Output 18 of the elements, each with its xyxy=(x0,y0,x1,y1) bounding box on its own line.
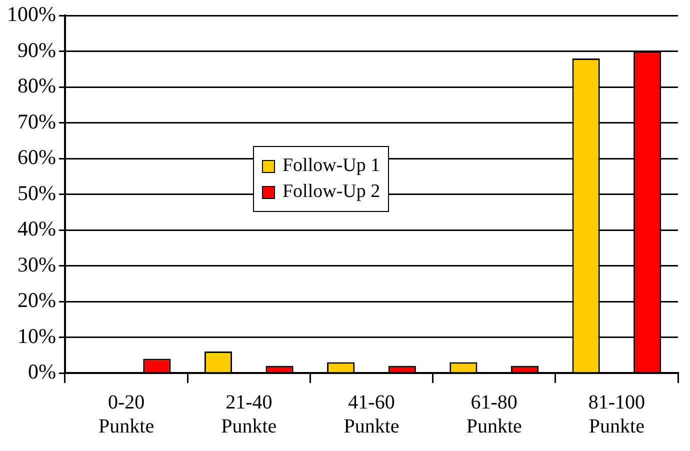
y-tick-label: 60% xyxy=(17,145,56,170)
legend-label: Follow-Up 1 xyxy=(282,155,380,178)
y-tick-label: 0% xyxy=(28,360,56,384)
y-tick-label: 80% xyxy=(17,74,56,98)
x-tick-label: 0-20 Punkte xyxy=(98,391,154,438)
y-tick-label: 20% xyxy=(17,288,56,312)
x-tick-label: 41-60 Punkte xyxy=(344,391,400,438)
y-tick-label: 40% xyxy=(17,216,56,241)
y-tick-label: 10% xyxy=(17,324,56,348)
x-tick-label: 81-100 Punkte xyxy=(588,391,646,438)
x-tick-label: 21-40 Punkte xyxy=(221,391,277,438)
y-tick-label: 100% xyxy=(6,2,56,26)
y-tick-label: 90% xyxy=(17,38,56,62)
x-tick-label: 61-80 Punkte xyxy=(466,391,522,438)
y-tick-label: 30% xyxy=(17,252,56,276)
y-tick-label: 70% xyxy=(17,109,56,134)
y-tick-label: 50% xyxy=(17,180,56,205)
legend-label: Follow-Up 2 xyxy=(282,181,380,204)
